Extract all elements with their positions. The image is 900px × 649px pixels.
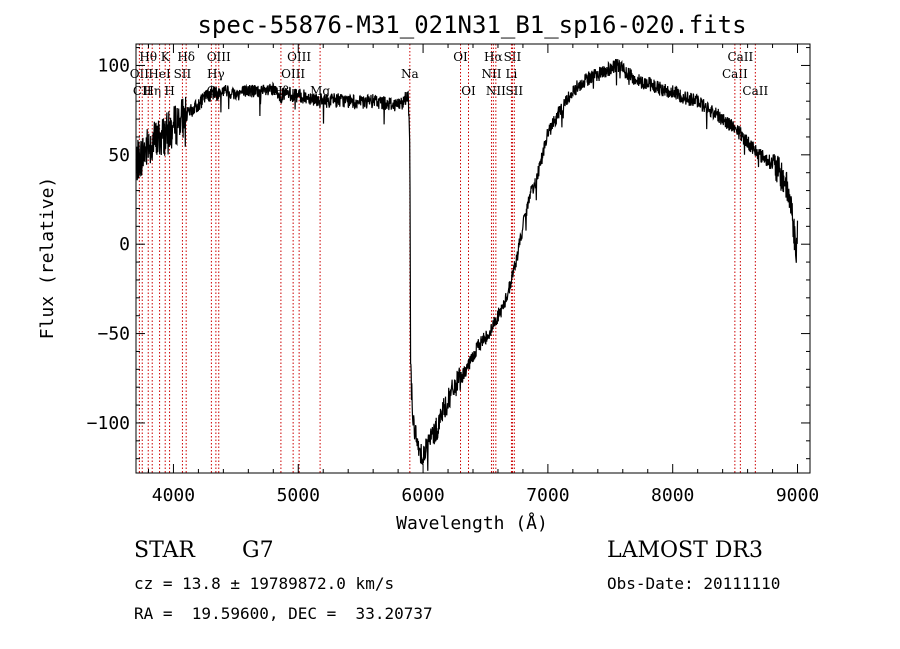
survey-name: LAMOST DR3 bbox=[607, 538, 763, 563]
marker-label: OIII bbox=[281, 67, 305, 81]
marker-label: NII bbox=[486, 84, 506, 98]
y-tick-label: 100 bbox=[97, 55, 130, 76]
y-tick-label: −50 bbox=[97, 324, 130, 345]
marker-label: SII bbox=[504, 50, 522, 64]
x-tick-label: 9000 bbox=[776, 485, 819, 506]
marker-label: CaII bbox=[722, 67, 748, 81]
marker-label: Hγ bbox=[207, 67, 225, 81]
marker-label: OI bbox=[453, 50, 468, 64]
x-tick-label: 4000 bbox=[152, 485, 195, 506]
marker-label: Mg bbox=[310, 84, 330, 98]
marker-label: OIII bbox=[287, 50, 311, 64]
line-markers: OIICIIHθHηHeIKHSIIHδGHγOIIIHβOIIIOIIIMgN… bbox=[130, 44, 768, 473]
marker-label: NII bbox=[481, 67, 501, 81]
marker-label: SII bbox=[174, 67, 192, 81]
marker-label: OII bbox=[130, 67, 150, 81]
marker-label: CaII bbox=[727, 50, 753, 64]
x-tick-label: 5000 bbox=[277, 485, 320, 506]
spectral-subclass: G7 bbox=[242, 538, 274, 563]
x-axis: 4000 5000 6000 7000 8000 9000 bbox=[147, 44, 819, 506]
marker-label: Na bbox=[401, 67, 419, 81]
marker-label: Li bbox=[506, 67, 518, 81]
x-tick-label: 7000 bbox=[526, 485, 569, 506]
marker-label: CII bbox=[133, 84, 152, 98]
y-tick-label: 50 bbox=[108, 145, 130, 166]
y-tick-label: −100 bbox=[87, 413, 130, 434]
marker-label: SII bbox=[505, 84, 523, 98]
marker-label: OIII bbox=[207, 50, 231, 64]
marker-label: CaII bbox=[742, 84, 768, 98]
x-tick-label: 6000 bbox=[401, 485, 444, 506]
marker-label: Hη bbox=[143, 84, 161, 98]
spectrum-series bbox=[135, 58, 799, 471]
marker-label: Hθ bbox=[139, 50, 157, 64]
marker-label: HeI bbox=[148, 67, 171, 81]
chart-title: spec-55876-M31_021N31_B1_sp16-020.fits bbox=[197, 11, 746, 39]
x-tick-label: 8000 bbox=[651, 485, 694, 506]
marker-label: H bbox=[164, 84, 174, 98]
coordinates: RA = 19.59600, DEC = 33.20737 bbox=[134, 604, 433, 623]
y-axis-label: Flux (relative) bbox=[37, 177, 58, 340]
x-axis-label: Wavelength (Å) bbox=[396, 512, 548, 534]
object-type: STAR bbox=[134, 538, 195, 563]
marker-label: K bbox=[161, 50, 171, 64]
y-tick-label: 0 bbox=[119, 234, 130, 255]
redshift-readout: cz = 13.8 ± 19789872.0 km/s bbox=[134, 574, 395, 593]
marker-label: Hδ bbox=[177, 50, 195, 64]
spectrum-line bbox=[135, 58, 799, 471]
marker-label: OI bbox=[461, 84, 476, 98]
marker-label: Hα bbox=[484, 50, 503, 64]
obs-date: Obs-Date: 20111110 bbox=[607, 574, 781, 593]
y-axis: −100 −50 0 50 100 bbox=[87, 47, 810, 460]
